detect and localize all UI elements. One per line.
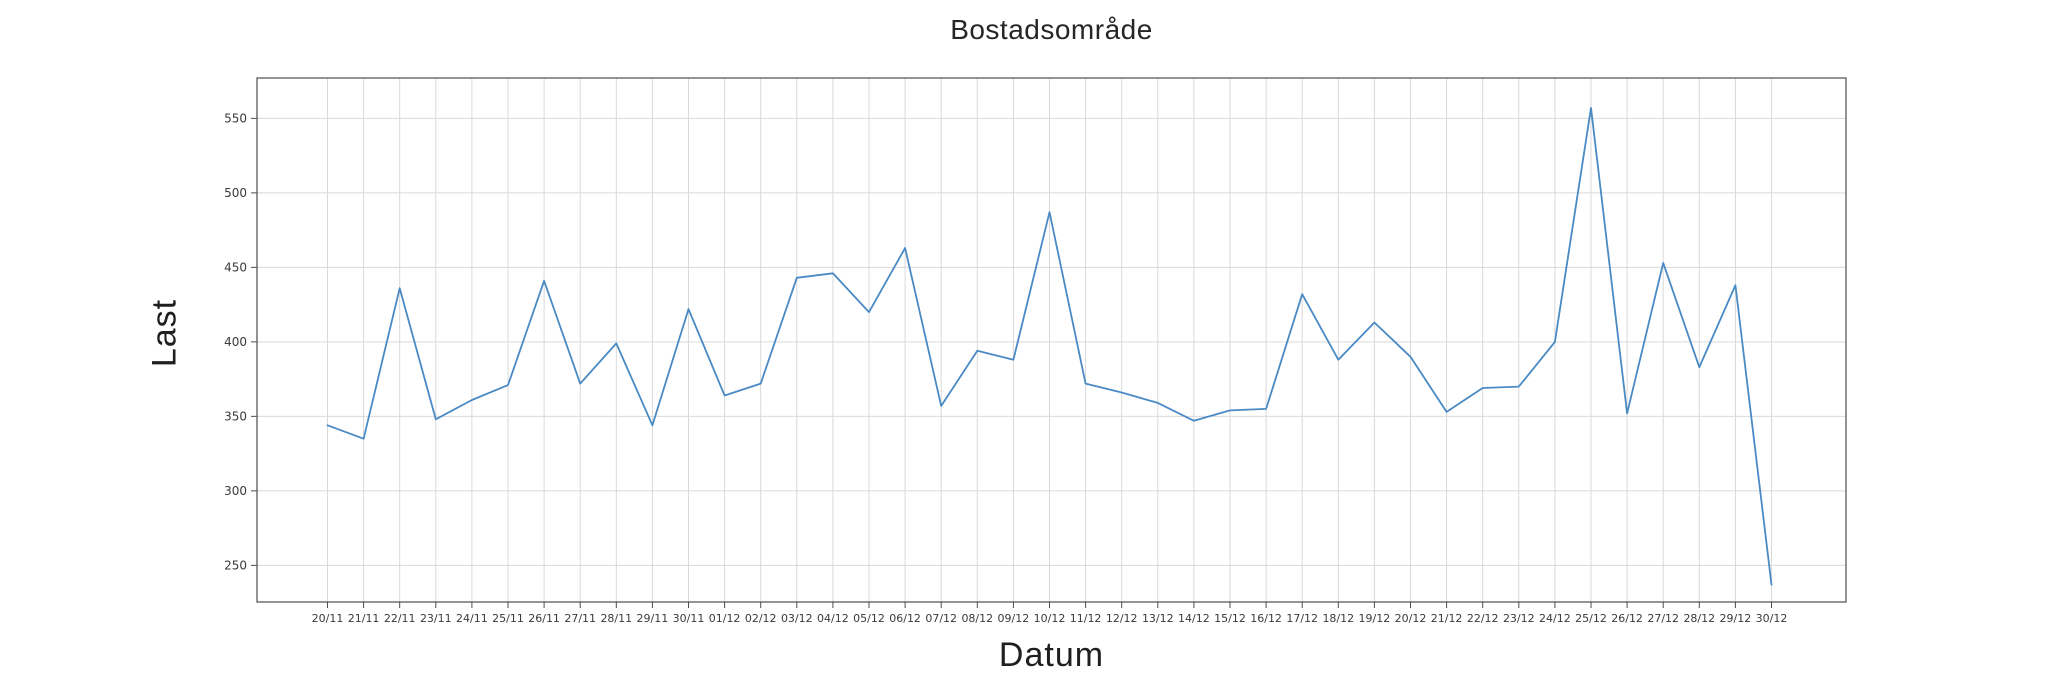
x-tick-label: 14/12 <box>1178 612 1210 625</box>
x-tick-label: 21/12 <box>1431 612 1463 625</box>
x-tick-label: 27/12 <box>1647 612 1679 625</box>
x-tick-label: 26/11 <box>528 612 560 625</box>
x-tick-label: 04/12 <box>817 612 849 625</box>
x-tick-label: 25/12 <box>1575 612 1607 625</box>
x-tick-label: 27/11 <box>564 612 596 625</box>
y-tick-label: 350 <box>224 409 247 423</box>
x-tick-label: 30/11 <box>673 612 705 625</box>
chart-title: Bostadsområde <box>950 14 1153 45</box>
x-tick-label: 07/12 <box>925 612 957 625</box>
x-tick-label: 06/12 <box>889 612 921 625</box>
x-tick-label: 20/12 <box>1395 612 1427 625</box>
x-tick-label: 21/11 <box>348 612 380 625</box>
data-line <box>326 107 1773 586</box>
x-tick-label: 11/12 <box>1070 612 1102 625</box>
x-tick-label: 02/12 <box>745 612 777 625</box>
x-tick-label: 05/12 <box>853 612 885 625</box>
x-tick-label: 16/12 <box>1250 612 1282 625</box>
x-tick-label: 03/12 <box>781 612 813 625</box>
plot-border <box>256 77 1847 603</box>
x-tick-label: 25/11 <box>492 612 524 625</box>
x-tick-label: 30/12 <box>1756 612 1788 625</box>
x-tick-label: 12/12 <box>1106 612 1138 625</box>
x-tick-label: 08/12 <box>961 612 993 625</box>
x-tick-label: 18/12 <box>1322 612 1354 625</box>
x-tick-label: 28/11 <box>600 612 632 625</box>
x-tick-label: 09/12 <box>998 612 1030 625</box>
x-tick-label: 17/12 <box>1286 612 1318 625</box>
x-tick-label: 22/11 <box>384 612 416 625</box>
y-tick-label: 500 <box>224 186 247 200</box>
x-tick-label: 13/12 <box>1142 612 1174 625</box>
x-axis-label: Datum <box>998 636 1105 674</box>
x-tick-label: 23/12 <box>1503 612 1535 625</box>
y-tick-label: 450 <box>224 260 247 274</box>
x-tick-label: 10/12 <box>1034 612 1066 625</box>
y-tick-label: 550 <box>224 111 247 125</box>
x-tick-label: 24/11 <box>456 612 488 625</box>
x-tick-label: 26/12 <box>1611 612 1643 625</box>
y-tick-label: 400 <box>224 335 247 349</box>
y-tick-label: 250 <box>224 558 247 572</box>
x-tick-label: 19/12 <box>1359 612 1391 625</box>
x-tick-label: 29/11 <box>637 612 669 625</box>
x-tick-label: 20/11 <box>312 612 344 625</box>
x-tick-label: 15/12 <box>1214 612 1246 625</box>
x-tick-label: 29/12 <box>1720 612 1752 625</box>
x-tick-label: 24/12 <box>1539 612 1571 625</box>
x-tick-label: 01/12 <box>709 612 741 625</box>
x-tick-label: 22/12 <box>1467 612 1499 625</box>
y-tick-label: 300 <box>224 484 247 498</box>
x-tick-label: 28/12 <box>1683 612 1715 625</box>
x-tick-label: 23/11 <box>420 612 452 625</box>
